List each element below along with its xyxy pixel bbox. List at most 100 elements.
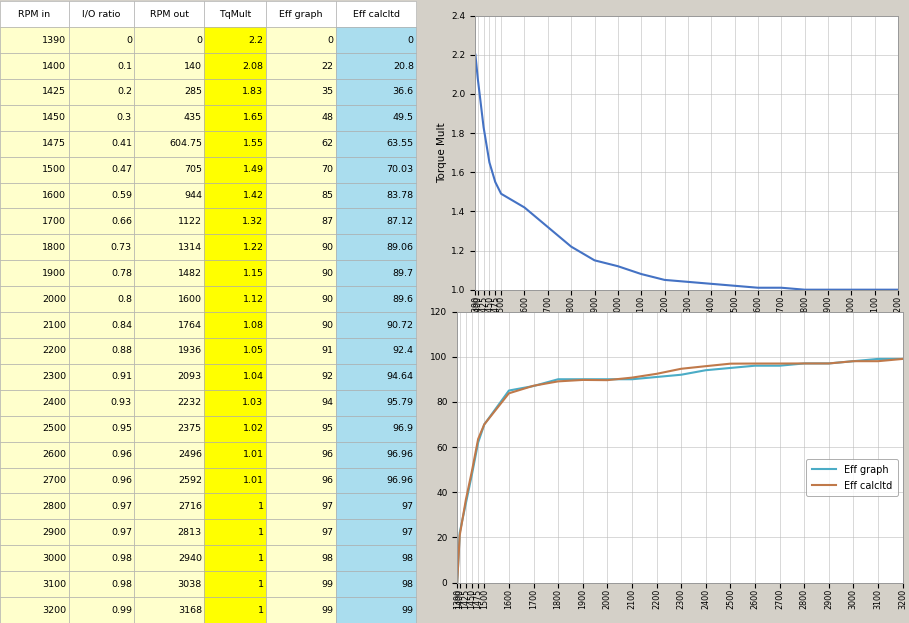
Text: 3168: 3168 — [178, 606, 202, 614]
Text: 0.96: 0.96 — [111, 450, 132, 459]
Text: 1122: 1122 — [178, 217, 202, 226]
FancyBboxPatch shape — [205, 209, 266, 234]
Text: 0.8: 0.8 — [117, 295, 132, 303]
Text: Eff calcltd: Eff calcltd — [353, 10, 400, 19]
Text: Eff graph: Eff graph — [279, 10, 323, 19]
FancyBboxPatch shape — [0, 105, 69, 131]
Eff calcltd — [577, 376, 588, 384]
Text: 85: 85 — [322, 191, 334, 200]
Text: 1390: 1390 — [42, 36, 66, 45]
Eff graph — [553, 376, 564, 383]
FancyBboxPatch shape — [266, 571, 336, 597]
Text: 1: 1 — [257, 554, 264, 563]
Text: 1314: 1314 — [178, 243, 202, 252]
Text: 0.78: 0.78 — [111, 269, 132, 278]
Text: 89.06: 89.06 — [387, 243, 414, 252]
FancyBboxPatch shape — [336, 157, 416, 183]
Text: 1: 1 — [257, 579, 264, 589]
FancyBboxPatch shape — [205, 131, 266, 157]
Text: 98: 98 — [402, 579, 414, 589]
Text: 97: 97 — [322, 502, 334, 511]
Text: 1.01: 1.01 — [243, 450, 264, 459]
FancyBboxPatch shape — [336, 53, 416, 79]
Text: 90: 90 — [322, 243, 334, 252]
Text: 1600: 1600 — [42, 191, 66, 200]
Text: 95: 95 — [322, 424, 334, 433]
Text: 0.97: 0.97 — [111, 528, 132, 537]
Text: 22: 22 — [322, 62, 334, 70]
Eff calcltd — [473, 435, 484, 443]
Text: 99: 99 — [322, 579, 334, 589]
Text: 0.47: 0.47 — [111, 165, 132, 174]
Text: 2592: 2592 — [178, 476, 202, 485]
Text: 1700: 1700 — [42, 217, 66, 226]
Text: 2813: 2813 — [178, 528, 202, 537]
Text: 1425: 1425 — [42, 87, 66, 97]
Text: 49.5: 49.5 — [393, 113, 414, 122]
FancyBboxPatch shape — [69, 338, 135, 364]
Eff graph — [528, 383, 539, 390]
Text: 90.72: 90.72 — [387, 321, 414, 330]
FancyBboxPatch shape — [0, 53, 69, 79]
Text: 1: 1 — [257, 502, 264, 511]
FancyBboxPatch shape — [69, 416, 135, 442]
Text: 96.96: 96.96 — [387, 450, 414, 459]
FancyBboxPatch shape — [135, 286, 205, 312]
FancyBboxPatch shape — [135, 234, 205, 260]
Text: 1.15: 1.15 — [243, 269, 264, 278]
Text: 92: 92 — [322, 373, 334, 381]
Text: 36.6: 36.6 — [393, 87, 414, 97]
FancyBboxPatch shape — [0, 545, 69, 571]
Text: 2716: 2716 — [178, 502, 202, 511]
FancyBboxPatch shape — [266, 209, 336, 234]
Eff calcltd — [724, 360, 735, 368]
Eff graph — [504, 387, 514, 394]
Text: RPM in: RPM in — [18, 10, 50, 19]
Text: 705: 705 — [184, 165, 202, 174]
FancyBboxPatch shape — [135, 312, 205, 338]
FancyBboxPatch shape — [336, 493, 416, 520]
FancyBboxPatch shape — [135, 209, 205, 234]
FancyBboxPatch shape — [336, 286, 416, 312]
FancyBboxPatch shape — [205, 571, 266, 597]
Text: 0.41: 0.41 — [111, 139, 132, 148]
FancyBboxPatch shape — [69, 79, 135, 105]
Eff graph — [897, 355, 908, 363]
FancyBboxPatch shape — [135, 416, 205, 442]
FancyBboxPatch shape — [266, 157, 336, 183]
Text: 2600: 2600 — [42, 450, 66, 459]
FancyBboxPatch shape — [336, 234, 416, 260]
FancyBboxPatch shape — [336, 183, 416, 209]
FancyBboxPatch shape — [0, 338, 69, 364]
Text: 2093: 2093 — [178, 373, 202, 381]
Eff graph — [848, 358, 859, 365]
FancyBboxPatch shape — [0, 27, 69, 53]
Text: 96: 96 — [322, 450, 334, 459]
FancyBboxPatch shape — [266, 286, 336, 312]
Text: 1600: 1600 — [178, 295, 202, 303]
FancyBboxPatch shape — [205, 442, 266, 467]
Eff calcltd — [799, 359, 810, 367]
FancyBboxPatch shape — [205, 493, 266, 520]
Text: 95.79: 95.79 — [387, 398, 414, 407]
FancyBboxPatch shape — [135, 545, 205, 571]
Text: 1.22: 1.22 — [243, 243, 264, 252]
Text: 63.55: 63.55 — [386, 139, 414, 148]
FancyBboxPatch shape — [135, 493, 205, 520]
Text: 96.96: 96.96 — [387, 476, 414, 485]
FancyBboxPatch shape — [336, 1, 416, 27]
Text: 2700: 2700 — [42, 476, 66, 485]
Text: 140: 140 — [184, 62, 202, 70]
FancyBboxPatch shape — [135, 79, 205, 105]
FancyBboxPatch shape — [266, 493, 336, 520]
Text: 62: 62 — [322, 139, 334, 148]
Eff graph — [750, 362, 761, 369]
FancyBboxPatch shape — [336, 338, 416, 364]
FancyBboxPatch shape — [69, 1, 135, 27]
FancyBboxPatch shape — [69, 286, 135, 312]
FancyBboxPatch shape — [266, 183, 336, 209]
Text: 2496: 2496 — [178, 450, 202, 459]
Text: 1: 1 — [257, 606, 264, 614]
Text: 1450: 1450 — [42, 113, 66, 122]
FancyBboxPatch shape — [0, 493, 69, 520]
